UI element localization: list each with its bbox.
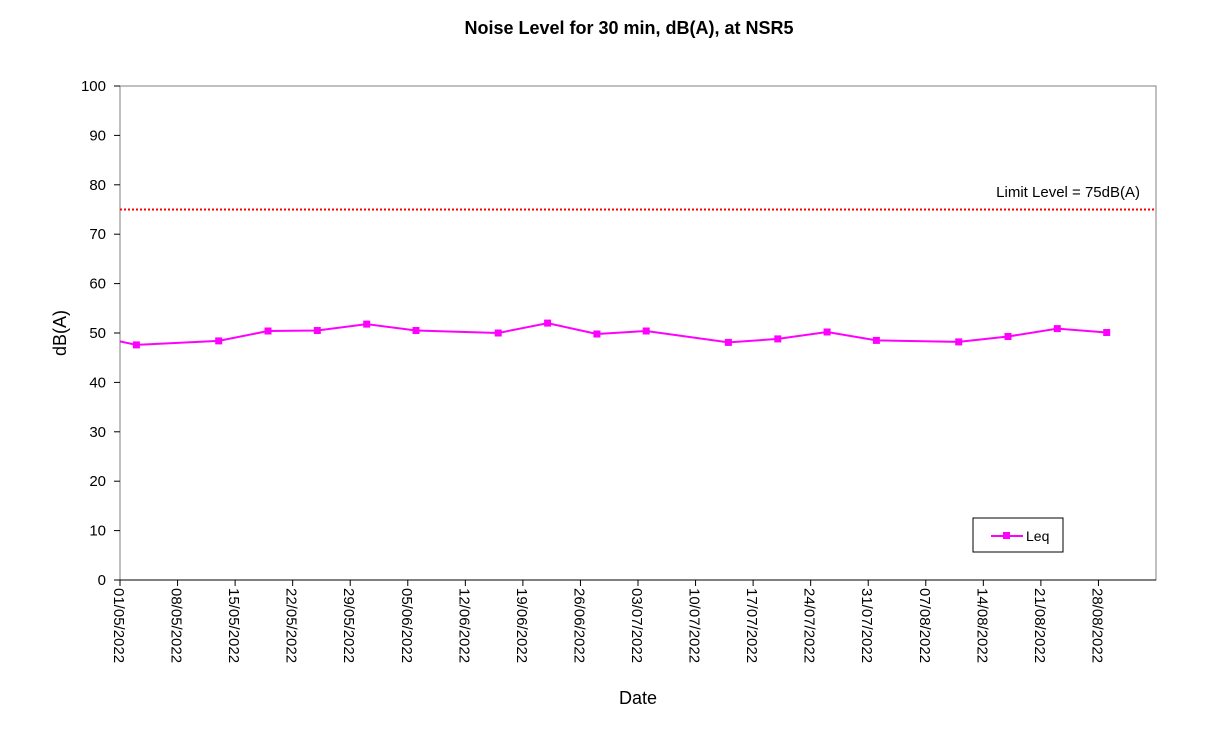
data-point [872,336,880,344]
data-point [313,327,321,334]
x-tick-label: 17/07/2022 [743,588,760,663]
data-point [823,328,831,336]
x-tick-label: 22/05/2022 [283,588,300,663]
limit-label: Limit Level = 75dB(A) [996,184,1140,201]
y-tick-label: 90 [89,127,106,144]
x-tick-label: 12/06/2022 [455,588,472,663]
data-point [724,338,732,346]
y-tick-label: 40 [89,374,106,391]
data-point [132,341,140,349]
data-point [1053,325,1061,333]
data-point [544,319,552,327]
y-tick-label: 60 [89,276,106,293]
data-point [264,327,272,335]
x-tick-label: 31/07/2022 [858,588,875,663]
x-tick-label: 19/06/2022 [513,588,530,663]
y-tick-label: 70 [89,226,106,243]
legend-label-leq: Leq [1026,528,1049,544]
y-tick-label: 10 [89,523,106,540]
x-tick-label: 21/08/2022 [1031,588,1048,663]
legend: Leq [972,517,1064,553]
x-tick-label: 28/08/2022 [1088,588,1105,663]
y-tick-label: 80 [89,177,106,194]
x-tick-label: 26/06/2022 [570,588,587,663]
y-axis-title: dB(A) [50,310,70,356]
x-axis-ticks: 01/05/2022 08/05/2022 15/05/2022 22/05/2022… [110,579,1156,663]
x-tick-label: 01/05/2022 [110,588,127,663]
x-tick-label: 24/07/2022 [801,588,818,663]
x-tick-label: 10/07/2022 [686,588,703,663]
data-point [412,327,420,334]
x-tick-label: 08/05/2022 [168,588,185,663]
y-tick-label: 50 [89,325,106,342]
data-point [494,329,502,337]
data-point [1004,333,1012,340]
y-axis-ticks: 0 10 20 30 40 50 60 70 80 90 100 [81,78,120,589]
x-tick-label: 14/08/2022 [973,588,990,663]
y-tick-label: 100 [81,78,106,95]
data-point [215,337,223,345]
plot-area [119,85,1157,581]
legend-marker-swatch [1003,532,1010,539]
data-point [363,320,371,328]
data-point [642,327,650,335]
x-axis-title: Date [619,688,657,708]
x-tick-label: 05/06/2022 [398,588,415,663]
data-point [774,335,782,343]
x-tick-label: 29/05/2022 [340,588,357,663]
chart-title: Noise Level for 30 min, dB(A), at NSR5 [464,18,793,38]
x-tick-label: 15/05/2022 [225,588,242,663]
data-point [955,338,963,346]
data-point [593,330,601,338]
data-point [1103,329,1111,336]
series-leq [119,319,1111,349]
y-tick-label: 20 [89,473,106,490]
x-tick-label: 07/08/2022 [916,588,933,663]
y-tick-label: 30 [89,424,106,441]
x-tick-label: 03/07/2022 [628,588,645,663]
y-tick-label: 0 [98,572,106,589]
